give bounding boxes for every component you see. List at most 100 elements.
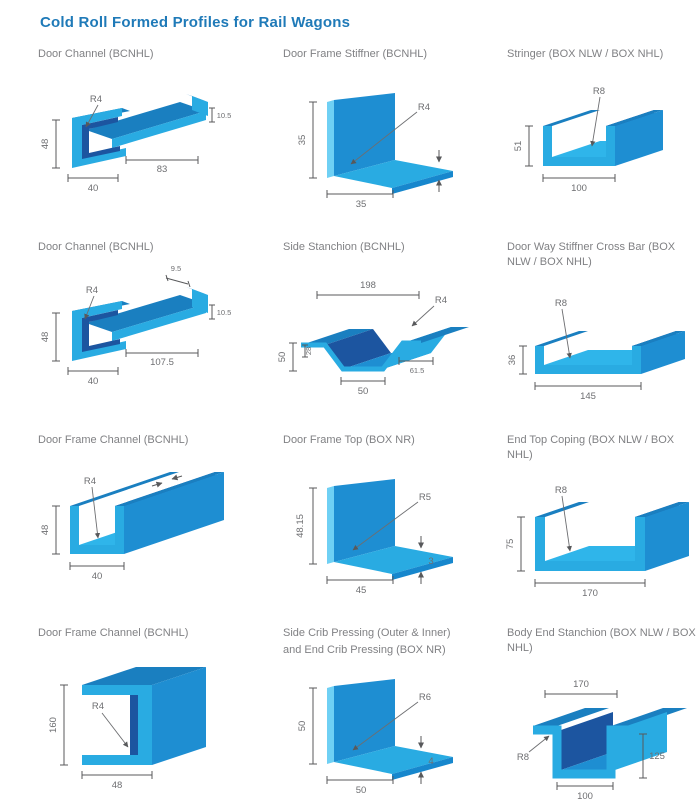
dimension-annotations: 48.15 45 R5 3 [295,487,434,596]
profile-drawing-c-channel: 160 48 R4 [48,667,206,791]
profile-title: Body End Stanchion (BOX NLW / BOX NHL) [507,627,696,654]
dimension-annotations: 35 35 R4 [297,101,442,210]
profile-shape [301,327,469,372]
profile-title-line2: and End Crib Pressing (BOX NR) [283,644,446,656]
profile-shape [327,679,453,780]
profile-cell-side-crib-pressing: Side Crib Pressing (Outer & Inner) and E… [243,616,470,809]
profile-drawing-u-channel: 51 100 R8 [513,86,663,194]
profile-shape [82,667,206,765]
profile-title: Door Channel (BCNHL) [38,48,154,60]
profile-cell-door-frame-channel-2: Door Frame Channel (BCNHL) 160 48 R4 [0,616,243,809]
profile-cell-side-stanchion: Side Stanchion (BCNHL) 198 R4 50 [243,230,470,423]
profile-cell-end-top-coping: End Top Coping (BOX NLW / BOX NHL) 75 17… [470,423,700,616]
dim-label: 9.5 [171,264,181,273]
radius-label: R6 [419,692,431,703]
dim-label: 50 [297,721,308,732]
radius-label: R8 [593,86,605,97]
dim-label: 100 [577,791,593,802]
profile-cell-door-frame-stiffner: Door Frame Stiffner (BCNHL) 35 35 R4 [243,37,470,230]
profile-drawing-u-channel: 75 170 R8 [505,485,689,599]
dimension-annotations: 51 100 R8 [513,86,616,194]
profile-title: Side Crib Pressing (Outer & Inner) [283,627,451,639]
profile-drawing-door-channel: 48 40 83 10.5 R4 [40,94,231,194]
profile-drawing-u-channel-long: 48 40 R4 [40,472,224,582]
radius-label: R4 [84,476,96,487]
profile-title: Door Way Stiffner Cross Bar (BOX NLW / B… [507,241,676,268]
dim-label: 107.5 [150,357,174,368]
profile-shape [535,331,685,374]
radius-label: R8 [555,485,567,496]
dim-label: 145 [580,391,596,402]
dim-label: 40 [88,183,99,194]
page-title: Cold Roll Formed Profiles for Rail Wagon… [40,14,351,31]
radius-label: R4 [86,285,98,296]
dimension-annotations: 48 40 83 10.5 R4 [40,94,231,194]
dimension-annotations: 9.5 48 40 107.5 10.5 R4 [40,264,231,387]
dim-label: 198 [360,280,376,291]
profile-title: End Top Coping (BOX NLW / BOX NHL) [507,434,675,461]
radius-label: R5 [419,492,431,503]
profiles-grid: Door Channel (BCNHL) 48 40 [0,37,700,809]
radius-label: R4 [435,295,447,306]
dimension-annotations: 48 40 R4 [40,474,183,582]
dim-label: 35 [356,199,367,210]
dimension-annotations: 198 R4 50 28 50 61.5 [277,280,447,397]
dim-label: 4 [428,756,433,767]
profile-drawing-hat-section: 198 R4 50 28 50 61.5 [277,280,469,397]
dim-label: 48 [40,332,51,343]
profile-shape [543,110,663,166]
dim-label: 48 [112,780,123,791]
profile-cell-door-frame-top: Door Frame Top (BOX NR) 48.15 45 R5 [243,423,470,616]
dim-label: 160 [48,717,59,733]
profile-shape [327,479,453,580]
dim-label: 83 [157,164,168,175]
profile-title: Side Stanchion (BCNHL) [283,241,405,253]
dimension-annotations: 50 50 R6 4 [297,687,434,796]
radius-label: R8 [517,752,529,763]
dim-label: 3 [428,556,433,567]
dim-label: 100 [571,183,587,194]
dimension-annotations: 160 48 R4 [48,684,153,791]
profile-drawing-u-channel: 36 145 R8 [507,298,685,402]
profile-cell-stringer: Stringer (BOX NLW / BOX NHL) 51 100 R8 [470,37,700,230]
profile-cell-body-end-stanchion: Body End Stanchion (BOX NLW / BOX NHL) 1… [470,616,700,809]
profile-drawing-angle: 50 50 R6 4 [297,679,453,796]
dim-label: 48 [40,525,51,536]
radius-label: R4 [418,102,430,113]
dim-label: 50 [358,386,369,397]
dim-label: 36 [507,355,518,366]
dim-label: 61.5 [410,366,425,375]
dim-label: 48.15 [295,514,306,538]
profile-shape [72,287,208,361]
dim-label: 50 [277,352,288,363]
profile-title: Door Frame Channel (BCNHL) [38,627,189,639]
dimension-annotations: 170 R8 125 100 [517,679,665,802]
dimension-annotations: 36 145 R8 [507,298,642,402]
dim-label: 51 [513,141,524,152]
profile-drawing-angle: 48.15 45 R5 3 [295,479,453,596]
dim-label: 40 [92,571,103,582]
dim-label: 28 [304,347,313,355]
dim-label: 75 [505,539,516,550]
dim-label: 10.5 [217,308,232,317]
profile-shape [327,93,453,194]
profile-shape [533,708,687,779]
radius-label: R4 [92,701,104,712]
dim-label: 40 [88,376,99,387]
profile-title: Stringer (BOX NLW / BOX NHL) [507,48,664,60]
profile-cell-doorway-stiffner: Door Way Stiffner Cross Bar (BOX NLW / B… [470,230,700,423]
profile-drawing-angle: 35 35 R4 [297,93,453,210]
dim-label: 170 [573,679,589,690]
profile-shape [72,94,208,168]
profile-title: Door Frame Channel (BCNHL) [38,434,189,446]
dimension-annotations: 75 170 R8 [505,485,646,599]
profile-cell-door-frame-channel-1: Door Frame Channel (BCNHL) 48 40 R4 [0,423,243,616]
dim-label: 48 [40,139,51,150]
profile-title: Door Channel (BCNHL) [38,241,154,253]
profile-drawing-door-channel: 9.5 48 40 107.5 10.5 R4 [40,264,231,387]
dim-label: 10.5 [217,111,232,120]
profile-shape [70,472,224,554]
dim-label: 170 [582,588,598,599]
dim-label: 35 [297,135,308,146]
